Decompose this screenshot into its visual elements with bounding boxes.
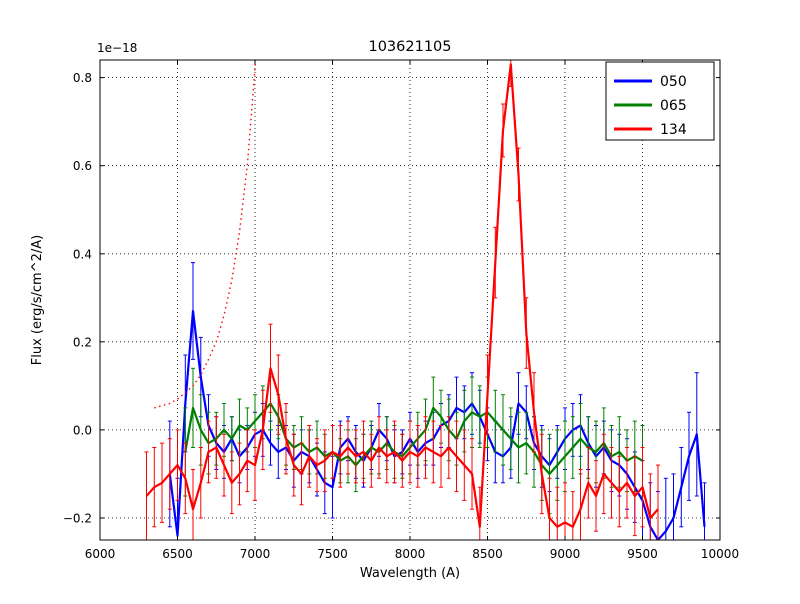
legend-label-065: 065 xyxy=(660,98,687,114)
series-065 xyxy=(183,367,645,515)
y-tick-label: 0.8 xyxy=(73,71,92,85)
x-tick-label: 9000 xyxy=(550,547,581,561)
y-offset-label: 1e−18 xyxy=(97,41,137,55)
tick-labels: 6000 6500 7000 7500 8000 8500 9000 9500 10000 −0.… xyxy=(63,71,739,561)
plot-layers: 6000 6500 7000 7500 8000 8500 9000 9500 10000 −0.… xyxy=(63,59,739,561)
series-line-134 xyxy=(145,63,659,528)
x-tick-label: 9500 xyxy=(627,547,658,561)
x-tick-label: 8500 xyxy=(472,547,503,561)
x-tick-label: 10000 xyxy=(701,547,739,561)
tick-marks xyxy=(99,60,721,540)
y-tick-label: 0.4 xyxy=(73,247,92,261)
x-tick-label: 6000 xyxy=(85,547,116,561)
legend-label-050: 050 xyxy=(660,74,687,90)
errorbars-065 xyxy=(183,367,645,515)
legend-label-134: 134 xyxy=(660,122,687,138)
x-tick-label: 7500 xyxy=(317,547,348,561)
chart-title: 103621105 xyxy=(368,39,451,55)
x-tick-label: 7000 xyxy=(240,547,271,561)
series-134 xyxy=(144,60,660,540)
series-line-050 xyxy=(168,309,706,540)
legend-box xyxy=(605,61,715,141)
series-line-065 xyxy=(184,402,644,475)
y-tick-label: 0.2 xyxy=(73,335,92,349)
legend: 050 065 134 xyxy=(605,61,715,141)
x-tick-label: 8000 xyxy=(395,547,426,561)
y-tick-label: 0.0 xyxy=(73,423,92,437)
model-curve-134 xyxy=(154,60,257,409)
y-axis-label: Flux (erg/s/cm^2/A) xyxy=(30,235,45,365)
errorbars-134 xyxy=(144,60,660,540)
y-tick-label: 0.6 xyxy=(73,159,92,173)
x-tick-label: 6500 xyxy=(162,547,193,561)
y-tick-label: −0.2 xyxy=(63,512,92,526)
model-curve-group xyxy=(154,60,257,409)
x-axis-label: Wavelength (A) xyxy=(360,566,460,581)
